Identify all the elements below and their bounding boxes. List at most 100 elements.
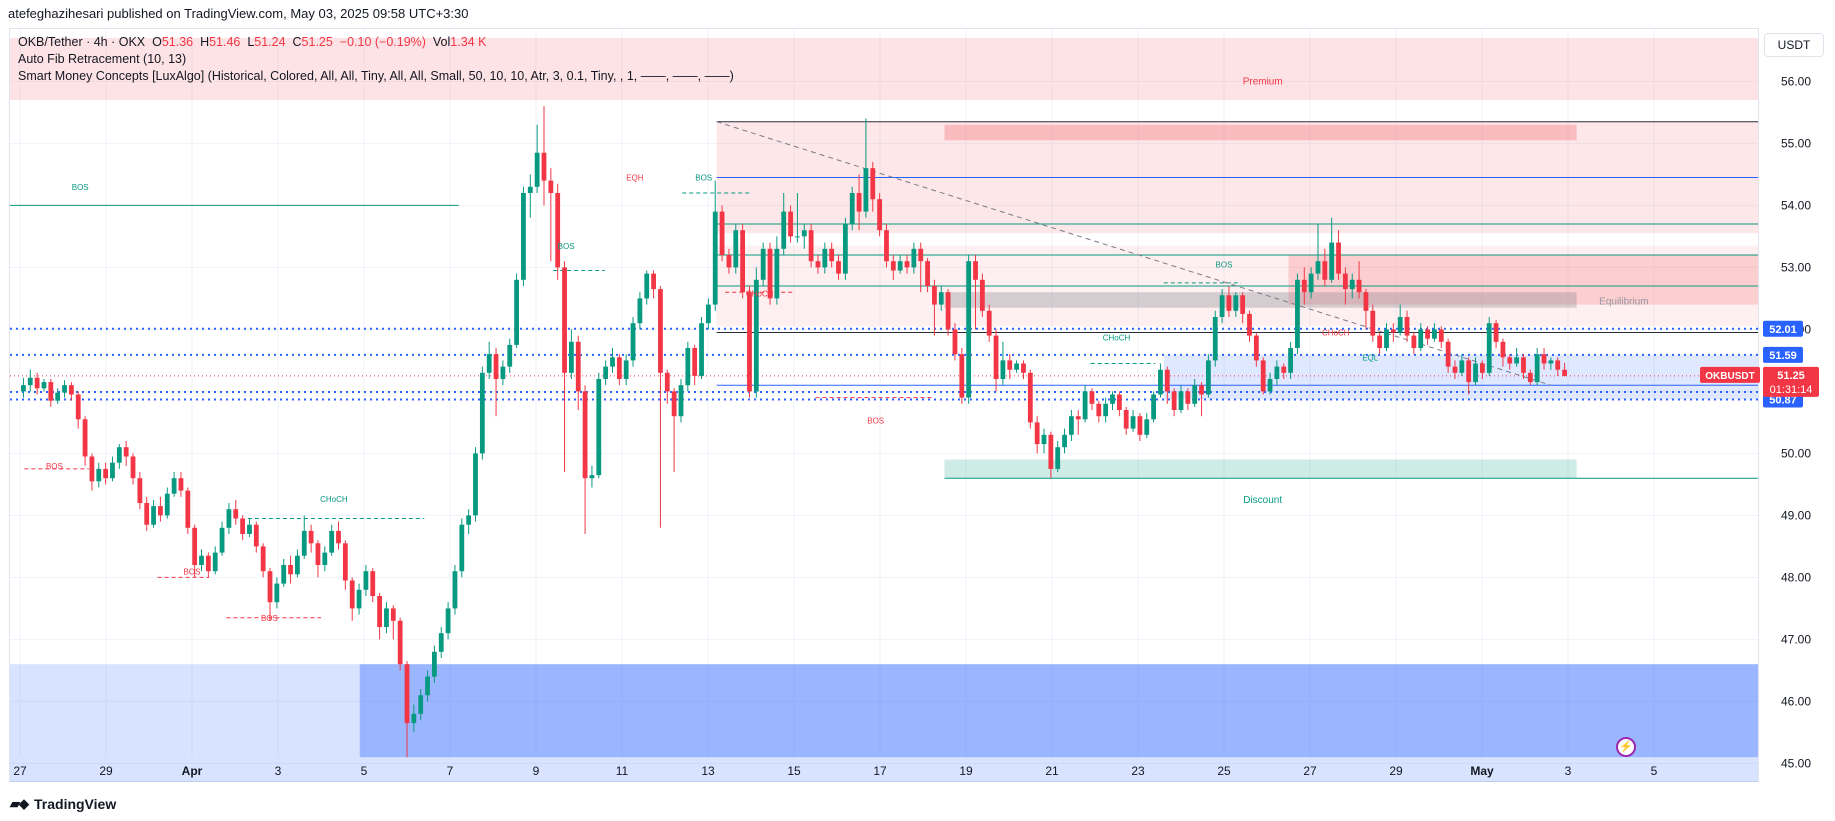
premium-label: Premium <box>1243 77 1283 88</box>
candle-body <box>342 543 348 581</box>
candle-body <box>1425 329 1430 339</box>
candle-body <box>1315 261 1321 274</box>
price-tag-label: 50.87 <box>1769 394 1797 406</box>
candle-body <box>514 279 519 345</box>
structure-label: BOS <box>261 614 278 623</box>
price-axis[interactable]: 45.0046.0047.0048.0049.0050.0051.0052.00… <box>1781 74 1811 770</box>
candle-body <box>1281 366 1287 373</box>
candle-body <box>301 530 307 556</box>
candle-body <box>829 248 835 262</box>
candle-body <box>1253 335 1259 361</box>
x-tick-label: 29 <box>99 764 113 778</box>
candle-body <box>671 391 677 417</box>
premium-zone-top <box>10 38 1758 100</box>
candle-body <box>610 357 615 367</box>
candle-body <box>890 261 896 271</box>
candle-body <box>212 552 218 572</box>
candle-body <box>390 608 396 621</box>
candle-body <box>911 248 917 268</box>
candle-body <box>329 530 335 553</box>
candle-body <box>562 267 567 373</box>
candle-body <box>144 503 150 525</box>
candle-body <box>589 475 595 479</box>
candle-body <box>315 543 321 565</box>
candle-body <box>158 506 163 516</box>
candle-body <box>267 571 273 603</box>
candle-body <box>795 236 800 238</box>
candle-body <box>767 248 773 299</box>
x-tick-label: 19 <box>959 764 973 778</box>
candle-body <box>445 608 451 634</box>
candle-body <box>678 385 684 417</box>
candle-body <box>493 354 499 379</box>
x-tick-label: 29 <box>1389 764 1403 778</box>
candle-body <box>1219 295 1225 317</box>
candle-body <box>1034 422 1040 445</box>
indicator-smc[interactable]: Smart Money Concepts [LuxAlgo] (Historic… <box>18 69 734 83</box>
indicator-fib[interactable]: Auto Fib Retracement (10, 13) <box>18 52 187 66</box>
x-tick-label: 21 <box>1045 764 1059 778</box>
candle-body <box>856 193 862 212</box>
candle-body <box>849 193 855 224</box>
candle-body <box>986 310 992 336</box>
candle-body <box>1178 391 1184 410</box>
candle-body <box>397 620 403 665</box>
candle-body <box>151 506 156 525</box>
candle-body <box>1075 416 1081 420</box>
y-tick-label: 48.00 <box>1781 570 1811 584</box>
candle-body <box>260 546 266 572</box>
candle-body <box>925 261 930 286</box>
candle-body <box>603 366 609 379</box>
candle-body <box>863 168 869 212</box>
structure-label: BOS <box>1216 260 1233 269</box>
close-value: 51.25 <box>301 35 333 49</box>
x-tick-label: Apr <box>182 764 203 778</box>
candle-body <box>1404 317 1410 336</box>
candle-body <box>384 608 389 627</box>
candle-body <box>1473 363 1478 383</box>
candle-body <box>582 391 588 479</box>
candle-body <box>1418 329 1424 348</box>
countdown-label: 01:31:14 <box>1770 384 1813 396</box>
y-tick-label: 50.00 <box>1781 446 1811 460</box>
candle-body <box>1548 360 1554 364</box>
symbol-title[interactable]: OKB/Tether · 4h · OKX <box>18 35 146 49</box>
lightning-icon[interactable]: ⚡ <box>1616 737 1636 757</box>
y-tick-label: 45.00 <box>1781 756 1811 770</box>
candle-body <box>1137 416 1143 435</box>
candle-body <box>1390 329 1396 333</box>
candle-body <box>247 524 252 534</box>
candle-body <box>1555 360 1561 370</box>
high-label: H <box>200 35 210 49</box>
candle-body <box>48 382 54 401</box>
candle-body <box>1452 366 1458 373</box>
candle-body <box>295 555 300 575</box>
candle-body <box>664 372 670 392</box>
y-tick-label: 46.00 <box>1781 694 1811 708</box>
candle-body <box>623 360 629 379</box>
candle-body <box>164 493 170 516</box>
candle-body <box>226 509 232 528</box>
candle-body <box>425 676 430 696</box>
candle-body <box>1267 379 1273 392</box>
premium-band <box>944 124 1577 141</box>
candle-body <box>822 248 828 268</box>
candle-body <box>34 377 40 389</box>
bull-ob-outer <box>10 664 1758 782</box>
x-tick-label: 17 <box>873 764 887 778</box>
candle-body <box>966 261 972 398</box>
candle-body <box>575 341 581 392</box>
currency-button[interactable]: USDT <box>1764 33 1824 57</box>
y-tick-label: 55.00 <box>1781 136 1811 150</box>
candle-body <box>1144 419 1150 435</box>
time-axis[interactable]: 27 29 Apr 3 5 7 9 11 13 15 17 19 21 23 25 27 29 May 3 5 <box>13 764 1657 778</box>
candle-body <box>1438 329 1444 342</box>
candle-body <box>1089 391 1095 404</box>
discount-label: Discount <box>1243 495 1282 506</box>
candle-body <box>1212 317 1218 361</box>
candle-body <box>897 261 903 271</box>
low-label: L <box>247 35 255 49</box>
x-tick-label: 5 <box>361 764 368 778</box>
structure-label: CHoCH <box>1322 329 1350 338</box>
